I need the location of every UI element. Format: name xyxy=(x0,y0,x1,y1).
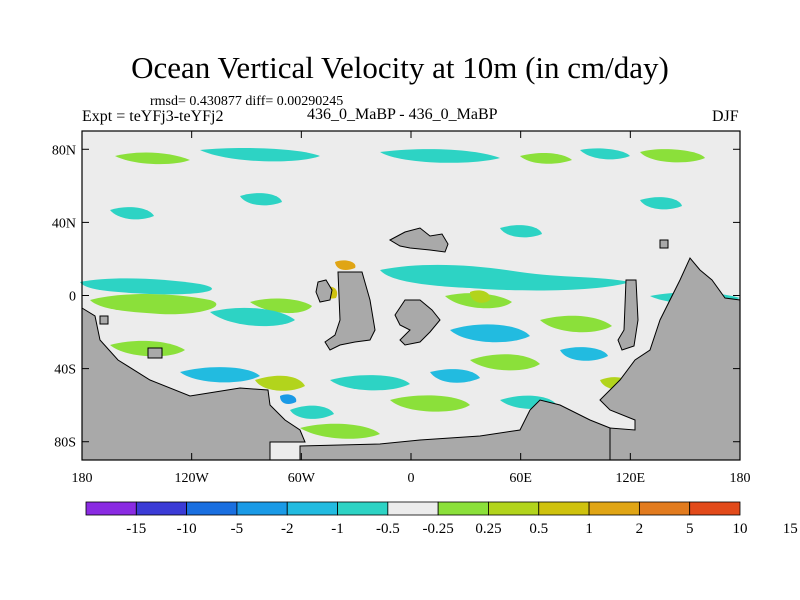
patch-south-cyan-3 xyxy=(430,369,480,383)
colorbar-label: -1 xyxy=(331,521,344,537)
land-island-equatorial xyxy=(315,279,333,303)
land-africa-east xyxy=(394,299,441,346)
colorbar-swatch xyxy=(337,501,389,516)
colorbar-swatch xyxy=(387,501,439,516)
colorbar-label: -2 xyxy=(281,521,294,537)
colorbar-label: -0.25 xyxy=(423,521,454,537)
patch-south-green-2 xyxy=(255,375,305,391)
patch-midlat-cyan-4 xyxy=(640,197,682,210)
colorbar-label: -5 xyxy=(231,521,244,537)
colorbar-swatch xyxy=(488,501,540,516)
y-tick-label: 80N xyxy=(52,143,76,158)
land-masses xyxy=(81,227,741,461)
patch-arctic-cyan-3 xyxy=(580,148,630,160)
land-island-west-1 xyxy=(99,315,109,325)
colorbar-label: 10 xyxy=(733,521,748,537)
patch-arctic-cyan-1 xyxy=(200,148,320,162)
patch-tropic-orange xyxy=(335,260,356,270)
x-axis: 180 120W 60W 0 60E 120E 180 xyxy=(72,131,751,486)
x-tick-label: 60W xyxy=(288,471,316,486)
patch-south-blue-1 xyxy=(280,394,297,404)
patch-arctic-green-1 xyxy=(115,152,190,165)
x-tick-label: 120W xyxy=(175,471,210,486)
x-tick-label: 180 xyxy=(730,471,751,486)
patch-south-cyan-1 xyxy=(180,367,260,383)
colorbar-swatch xyxy=(689,501,741,516)
land-australia-pacific xyxy=(599,257,741,461)
colorbar-swatch xyxy=(437,501,489,516)
patch-south-green-3 xyxy=(390,395,470,412)
patch-tropic-cyan-2 xyxy=(210,307,295,327)
period-label: 436_0_MaBP - 436_0_MaBP xyxy=(307,106,498,123)
colorbar-swatch xyxy=(186,501,238,516)
colorbar-label: -10 xyxy=(177,521,197,537)
patch-arctic-green-2 xyxy=(520,153,572,164)
y-tick-label: 40N xyxy=(52,216,76,231)
positive-velocity-patches xyxy=(90,149,705,439)
patch-tropic-cyan-3 xyxy=(380,264,630,291)
patch-tropic-green-1 xyxy=(90,294,217,315)
colorbar-label: -0.5 xyxy=(376,521,400,537)
x-tick-label: 120E xyxy=(616,471,646,486)
colorbar-label: 15 xyxy=(783,521,798,537)
map-plot-area xyxy=(80,130,741,461)
land-africa-west xyxy=(324,271,376,351)
colorbar-label: 0.25 xyxy=(475,521,501,537)
land-island-south-1 xyxy=(147,347,163,359)
negative-velocity-patches xyxy=(80,148,740,419)
chart-title: Ocean Vertical Velocity at 10m (in cm/da… xyxy=(131,50,669,85)
colorbar-label: 0.5 xyxy=(529,521,548,537)
patch-arctic-green-3 xyxy=(640,149,705,163)
patch-midlat-cyan-2 xyxy=(240,193,282,206)
patch-south-green-4 xyxy=(470,354,540,371)
x-tick-label: 180 xyxy=(72,471,93,486)
experiment-label: Expt = teYFj3-teYFj2 xyxy=(82,108,224,125)
stats-text: rmsd= 0.430877 diff= 0.00290245 xyxy=(150,94,344,109)
colorbar-label: 2 xyxy=(636,521,644,537)
patch-south-cyan-6 xyxy=(290,405,334,419)
patch-midlat-cyan-1 xyxy=(110,207,154,220)
colorbar-label: 5 xyxy=(686,521,694,537)
season-label: DJF xyxy=(712,108,739,125)
patch-tropic-yellow-1 xyxy=(470,290,491,303)
colorbar-label: 1 xyxy=(585,521,593,537)
land-south-america xyxy=(81,307,306,461)
colorbar-swatch xyxy=(538,501,590,516)
patch-tropic-green-4 xyxy=(540,315,612,333)
land-island-east-1 xyxy=(659,239,669,249)
colorbar-swatch xyxy=(638,501,691,516)
colorbar-swatch xyxy=(135,501,188,516)
land-island-north-1 xyxy=(388,227,449,253)
patch-tropic-cyan-4 xyxy=(450,324,530,343)
colorbar-swatch xyxy=(85,501,137,516)
colorbar: -15 -10 -5 -2 -1 -0.5 -0.25 0.25 0.5 1 2 5 10 15 xyxy=(85,501,798,537)
y-tick-label: 0 xyxy=(69,290,76,305)
colorbar-swatch xyxy=(236,501,288,516)
patch-south-cyan-2 xyxy=(330,375,410,391)
patch-tropic-cyan-1 xyxy=(80,278,212,295)
colorbar-swatch xyxy=(588,501,640,516)
patch-arctic-cyan-2 xyxy=(380,149,500,163)
y-tick-label: 80S xyxy=(54,436,76,451)
x-tick-label: 60E xyxy=(509,471,532,486)
y-axis: 80N 40N 0 40S 80S xyxy=(52,143,740,451)
patch-south-green-6 xyxy=(300,423,380,439)
colorbar-label: -15 xyxy=(126,521,146,537)
colorbar-swatch xyxy=(286,501,338,516)
x-tick-label: 0 xyxy=(408,471,415,486)
land-strip-central xyxy=(617,279,639,351)
patch-midlat-cyan-3 xyxy=(500,225,542,238)
patch-south-cyan-5 xyxy=(560,347,608,361)
y-tick-label: 40S xyxy=(54,363,76,378)
